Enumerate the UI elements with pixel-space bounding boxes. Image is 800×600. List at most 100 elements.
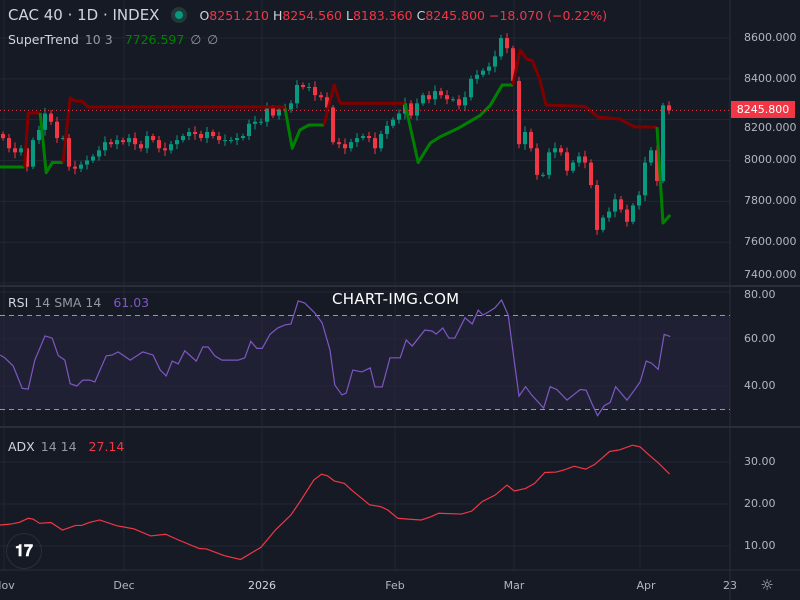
current-price-tag: 8245.800 bbox=[731, 101, 795, 118]
candle-body bbox=[163, 148, 167, 151]
candle-body bbox=[385, 125, 389, 134]
candle-body bbox=[247, 123, 251, 137]
candle-body bbox=[181, 136, 185, 141]
price-axis-label: 7400.000 bbox=[744, 268, 797, 281]
price-axis-label: 8400.000 bbox=[744, 72, 797, 85]
candle-body bbox=[589, 162, 593, 186]
candle-body bbox=[229, 140, 233, 142]
candle-body bbox=[481, 70, 485, 75]
rsi-name: RSI bbox=[8, 295, 29, 310]
candle-body bbox=[241, 136, 245, 139]
candle-body bbox=[421, 95, 425, 104]
chart-settings-icon[interactable]: ☼ bbox=[760, 576, 774, 594]
candle-body bbox=[25, 148, 29, 167]
candle-body bbox=[427, 95, 431, 100]
price-axis-label: 7800.000 bbox=[744, 194, 797, 207]
rsi-legend[interactable]: RSI 14 SMA 14 61.03 bbox=[8, 295, 149, 310]
candle-body bbox=[655, 150, 659, 181]
candle-body bbox=[127, 138, 131, 143]
candle-body bbox=[19, 148, 23, 153]
candle-body bbox=[607, 211, 611, 218]
rsi-line bbox=[0, 298, 671, 417]
supertrend-legend[interactable]: SuperTrend 10 3 7726.597 ∅ ∅ bbox=[8, 32, 218, 47]
adx-axis-label: 20.00 bbox=[744, 497, 776, 510]
candle-body bbox=[583, 156, 587, 163]
price-axis-label: 8200.000 bbox=[744, 121, 797, 134]
candle-body bbox=[601, 217, 605, 230]
supertrend-down-line bbox=[511, 48, 657, 129]
supertrend-name: SuperTrend bbox=[8, 32, 79, 47]
candle-body bbox=[175, 140, 179, 145]
candle-body bbox=[139, 144, 143, 149]
candle-body bbox=[199, 133, 203, 139]
candle-body bbox=[193, 131, 197, 134]
candle-body bbox=[505, 38, 509, 49]
price-axis-label: 7600.000 bbox=[744, 235, 797, 248]
candle-body bbox=[157, 140, 161, 149]
candle-body bbox=[619, 199, 623, 210]
candle-body bbox=[85, 160, 89, 165]
open-value: 8251.210 bbox=[209, 7, 269, 23]
candle-body bbox=[49, 113, 53, 122]
logo-text: 𝟏𝟕 bbox=[15, 541, 33, 560]
candle-body bbox=[109, 142, 113, 145]
candle-body bbox=[13, 148, 17, 153]
candle-body bbox=[169, 144, 173, 151]
supertrend-empty-value-2: ∅ bbox=[207, 32, 219, 47]
close-value: 8245.800 bbox=[425, 7, 485, 23]
adx-line bbox=[0, 444, 671, 561]
symbol-legend: CAC 40 · 1D · INDEX O8251.210 H8254.560 … bbox=[8, 6, 607, 24]
candle-body bbox=[559, 148, 563, 153]
candle-body bbox=[433, 91, 437, 100]
candle-body bbox=[613, 199, 617, 212]
candle-body bbox=[361, 136, 365, 139]
candle-body bbox=[277, 109, 281, 116]
symbol-title[interactable]: CAC 40 · 1D · INDEX bbox=[8, 6, 160, 24]
candle-body bbox=[331, 107, 335, 143]
candle-body bbox=[523, 131, 527, 145]
candle-body bbox=[151, 136, 155, 141]
candle-body bbox=[487, 66, 491, 71]
candle-body bbox=[625, 209, 629, 222]
candle-body bbox=[97, 150, 101, 157]
time-axis-label: 2026 bbox=[248, 579, 276, 592]
price-axis-label: 8000.000 bbox=[744, 153, 797, 166]
candle-body bbox=[133, 138, 137, 145]
supertrend-value: 7726.597 bbox=[124, 32, 185, 47]
adx-axis-label: 30.00 bbox=[744, 455, 776, 468]
candle-body bbox=[379, 133, 383, 149]
candle-body bbox=[121, 140, 125, 143]
candle-body bbox=[7, 138, 11, 149]
adx-params: 14 14 bbox=[40, 439, 77, 454]
rsi-axis-label: 80.00 bbox=[744, 288, 776, 301]
candle-body bbox=[499, 38, 503, 57]
candle-body bbox=[493, 56, 497, 67]
supertrend-up-line bbox=[403, 83, 513, 165]
low-value: 8183.360 bbox=[352, 7, 413, 23]
supertrend-down-line bbox=[23, 111, 41, 168]
candle-body bbox=[301, 84, 305, 88]
open-label: O bbox=[199, 7, 210, 23]
change-value: −18.070 (−0.22%) bbox=[488, 7, 608, 23]
rsi-band-fill bbox=[0, 315, 730, 410]
candle-body bbox=[295, 84, 299, 104]
time-axis-label: Apr bbox=[636, 579, 656, 592]
high-label: H bbox=[272, 7, 283, 23]
candle-body bbox=[595, 185, 599, 230]
candle-body bbox=[79, 164, 83, 169]
supertrend-down-line bbox=[322, 83, 405, 126]
time-axis-label: Feb bbox=[385, 579, 405, 592]
adx-legend[interactable]: ADX 14 14 27.14 bbox=[8, 439, 124, 454]
tradingview-logo[interactable]: 𝟏𝟕 bbox=[6, 533, 42, 569]
supertrend-up-line bbox=[38, 112, 63, 175]
candle-body bbox=[253, 121, 257, 124]
supertrend-up-line bbox=[283, 108, 324, 150]
candle-body bbox=[43, 113, 47, 130]
candle-body bbox=[397, 113, 401, 120]
high-value: 8254.560 bbox=[282, 7, 342, 23]
candle-body bbox=[223, 140, 227, 142]
candle-body bbox=[553, 148, 557, 153]
time-axis-label: Nov bbox=[0, 579, 15, 592]
